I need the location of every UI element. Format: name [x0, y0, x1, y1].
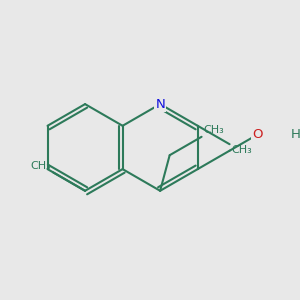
- Text: O: O: [253, 128, 263, 141]
- Text: CH₃: CH₃: [30, 161, 51, 171]
- Text: CH₃: CH₃: [203, 125, 224, 135]
- Text: CH₃: CH₃: [232, 145, 252, 155]
- Text: H: H: [291, 128, 300, 141]
- Text: N: N: [155, 98, 165, 111]
